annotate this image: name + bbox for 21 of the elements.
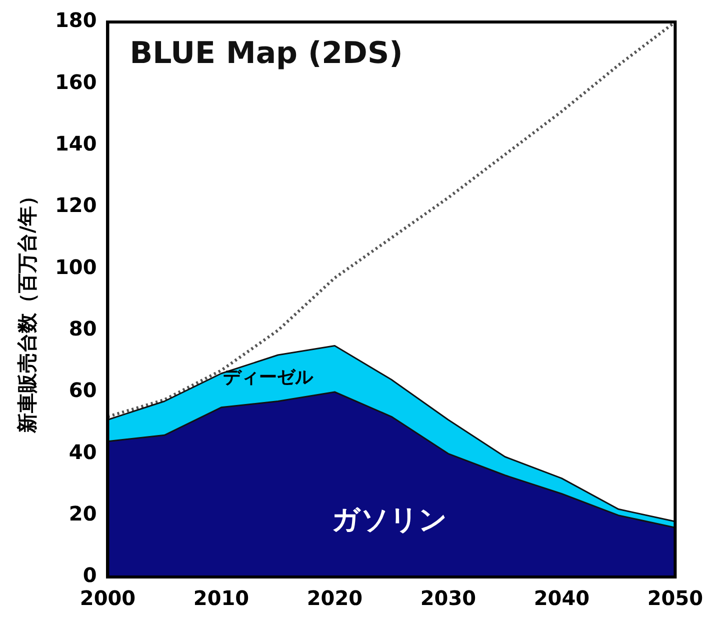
y-tick-label: 60 [68, 378, 97, 402]
series-label: ガソリン [332, 502, 448, 536]
x-tick-label: 2010 [193, 586, 250, 610]
series-label: ディーゼル [222, 366, 314, 388]
y-tick-label: 0 [82, 563, 97, 588]
text: BLUE Map (2DS) [130, 36, 403, 71]
y-tick-label: 100 [55, 254, 97, 279]
y-tick-label: 80 [68, 316, 97, 341]
x-tick-label: 2000 [80, 586, 136, 610]
y-axis-title: 新車販売台数（百万台/年） [14, 186, 40, 434]
x-tick-label: 2020 [306, 586, 363, 610]
y-tick-label: 160 [55, 70, 97, 94]
line-series [108, 22, 676, 418]
y-tick-label: 40 [68, 440, 97, 464]
y-tick-label: 140 [55, 132, 97, 156]
x-tick-label: 2050 [647, 586, 704, 610]
y-tick-label: 20 [68, 502, 97, 526]
x-tick-label: 2040 [534, 586, 590, 610]
y-tick-label: 180 [55, 8, 97, 32]
x-tick-label: 2030 [420, 586, 476, 610]
y-tick-label: 120 [55, 193, 97, 218]
